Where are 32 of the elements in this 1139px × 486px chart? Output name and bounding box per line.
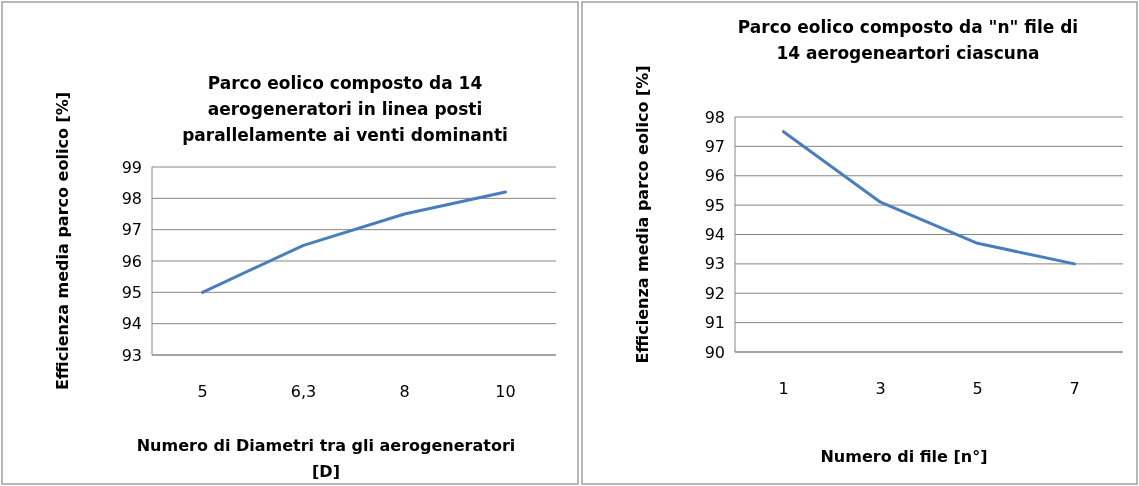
y-tick-label: 93 bbox=[704, 254, 725, 274]
x-axis-title: Numero di Diametri tra gli aerogeneratori [D] bbox=[136, 436, 516, 481]
x-tick-label: 7 bbox=[1069, 379, 1080, 398]
y-tick-label: 95 bbox=[704, 195, 725, 215]
y-axis-title: Efficienza media parco eolico [%] bbox=[53, 91, 72, 391]
y-tick-label: 93 bbox=[121, 345, 142, 365]
y-axis-title: Efficienza media parco eolico [%] bbox=[633, 65, 652, 364]
x-tick-label: 1 bbox=[778, 379, 789, 398]
y-tick-label: 98 bbox=[121, 188, 142, 208]
y-tick-label: 94 bbox=[704, 225, 725, 245]
x-axis-title: Numero di file [n°] bbox=[820, 447, 988, 466]
y-tick-label: 94 bbox=[121, 314, 142, 334]
chart-title: Parco eolico composto da 14 aerogeneratori in linea posti parallelamente ai venti dominanti bbox=[182, 73, 508, 145]
y-tick-label: 99 bbox=[121, 157, 142, 177]
y-tick-label: 98 bbox=[704, 107, 725, 127]
x-tick-label: 5 bbox=[197, 382, 208, 401]
y-tick-label: 96 bbox=[121, 251, 142, 271]
y-tick-label: 97 bbox=[121, 220, 142, 240]
y-tick-label: 97 bbox=[704, 136, 725, 156]
y-tick-label: 95 bbox=[121, 282, 142, 302]
chart-title: Parco eolico composto da "n" file di 14 aerogeneartori ciascuna bbox=[737, 17, 1079, 63]
y-tick-label: 96 bbox=[704, 166, 725, 186]
y-tick-label: 92 bbox=[704, 283, 725, 303]
line-series bbox=[782, 130, 1076, 266]
x-tick-label: 6,3 bbox=[290, 382, 317, 401]
y-tick-label: 90 bbox=[704, 342, 725, 362]
y-tick-label: 91 bbox=[704, 313, 725, 333]
line-series bbox=[201, 190, 507, 294]
x-tick-label: 5 bbox=[972, 379, 983, 398]
x-tick-label: 10 bbox=[495, 382, 516, 401]
x-tick-label: 8 bbox=[399, 382, 410, 401]
x-tick-label: 3 bbox=[875, 379, 886, 398]
